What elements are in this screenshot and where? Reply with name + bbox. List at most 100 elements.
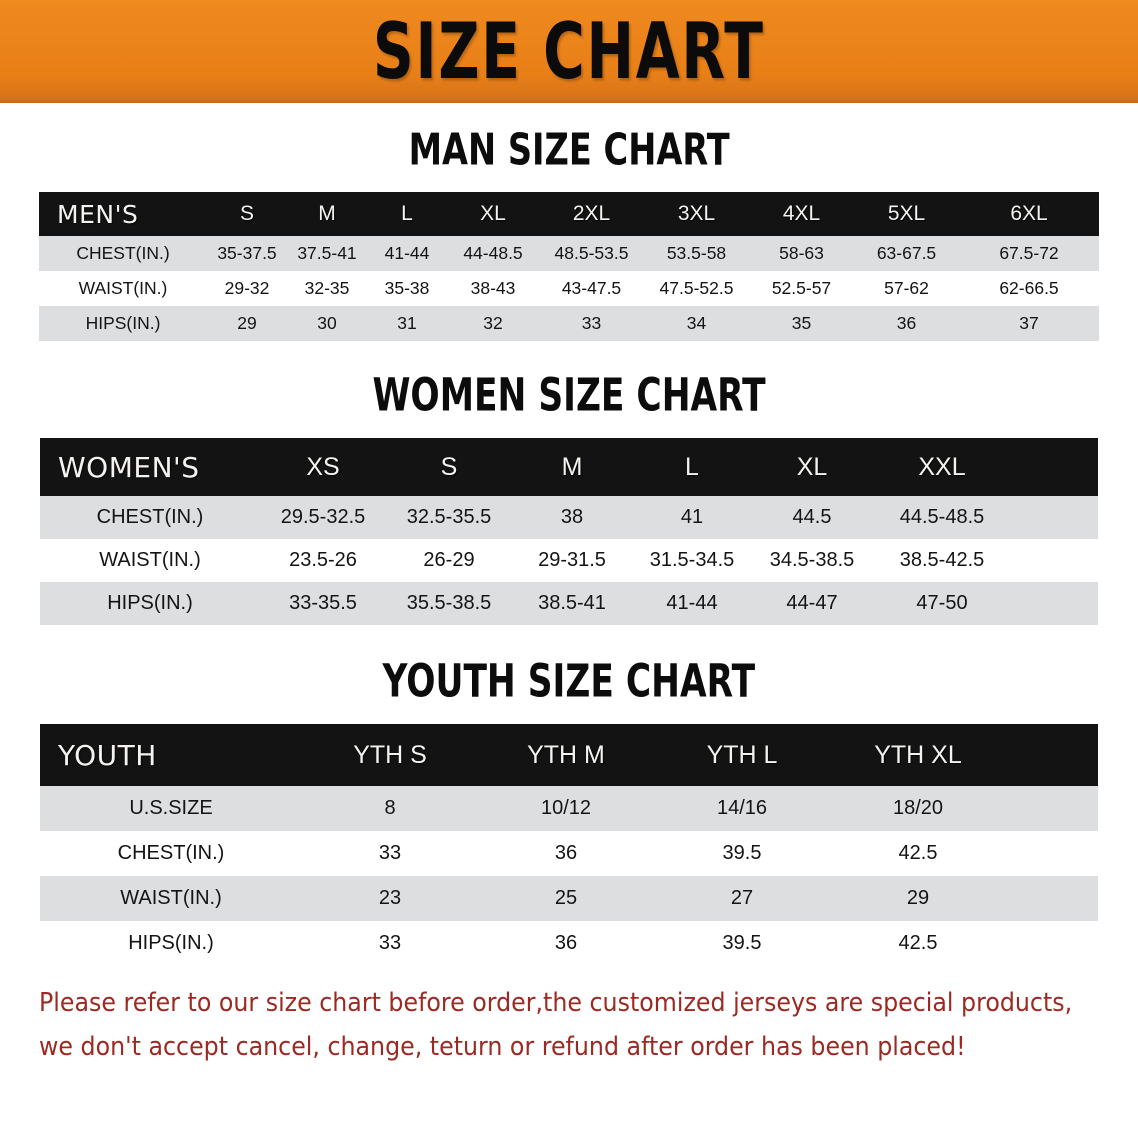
youth-cell-1-3: 42.5 xyxy=(898,842,938,864)
table-row: CHEST(IN.) 35-37.5 37.5-41 41-44 44-48.5 48.5… xyxy=(39,236,1099,271)
man-cell-1-2: 35-38 xyxy=(384,278,430,298)
man-cell-2-6: 35 xyxy=(791,313,812,333)
youth-cell-3-4 xyxy=(1006,921,1098,966)
youth-cell-2-1: 25 xyxy=(554,887,578,909)
youth-cell-2-4 xyxy=(1006,876,1098,921)
man-cell-2-1: 30 xyxy=(317,313,337,333)
women-row-label-0: CHEST(IN.) xyxy=(96,506,204,528)
man-cell-2-5: 34 xyxy=(686,313,707,333)
order-policy-note: Please refer to our size chart before or… xyxy=(39,982,1099,1070)
size-chart-banner: SIZE CHART xyxy=(0,0,1138,103)
youth-cell-2-0: 23 xyxy=(378,887,402,909)
youth-cell-3-0: 33 xyxy=(378,932,402,954)
youth-cell-0-2: 14/16 xyxy=(716,797,768,819)
man-cell-0-6: 58-63 xyxy=(779,243,824,263)
women-size-table-body: WOMEN'S XS S M L XL XXL CHEST(IN.) 29.5-32.5 32.5… xyxy=(40,438,1098,625)
youth-cell-3-3: 42.5 xyxy=(898,932,938,954)
youth-cell-0-3: 18/20 xyxy=(892,797,944,819)
man-cell-2-3: 32 xyxy=(483,313,503,333)
women-cell-1-3: 31.5-34.5 xyxy=(649,549,735,571)
man-cell-1-8: 62-66.5 xyxy=(999,278,1059,298)
man-row-label-0: CHEST(IN.) xyxy=(76,243,170,263)
women-column-header-4: XL xyxy=(796,452,828,481)
man-cell-1-3: 38-43 xyxy=(470,278,516,298)
youth-column-header-1: YTH M xyxy=(527,740,605,769)
women-cell-0-6 xyxy=(1012,496,1098,539)
man-section-heading-text: MAN SIZE CHART xyxy=(408,124,730,176)
women-cell-0-5: 44.5-48.5 xyxy=(899,506,985,528)
youth-cell-0-4 xyxy=(1006,786,1098,831)
women-cell-0-3: 41 xyxy=(680,506,704,528)
man-column-header-3: XL xyxy=(480,202,506,225)
man-table-corner-label: MEN'S xyxy=(57,199,139,229)
man-cell-1-5: 47.5-52.5 xyxy=(659,278,734,298)
youth-cell-3-1: 36 xyxy=(554,932,578,954)
youth-cell-0-1: 10/12 xyxy=(540,797,592,819)
man-cell-0-0: 35-37.5 xyxy=(217,243,277,263)
women-cell-0-1: 32.5-35.5 xyxy=(406,506,492,528)
man-cell-1-0: 29-32 xyxy=(224,278,270,298)
man-cell-2-0: 29 xyxy=(237,313,257,333)
youth-row-label-0: U.S.SIZE xyxy=(129,797,213,819)
youth-section-heading-text: YOUTH SIZE CHART xyxy=(382,654,756,708)
table-row: CHEST(IN.) 33 36 39.5 42.5 xyxy=(40,831,1098,876)
women-cell-2-2: 38.5-41 xyxy=(538,592,606,614)
man-size-table-body: MEN'S S M L XL 2XL 3XL 4XL 5XL 6XL CHEST(IN.) 35-37… xyxy=(39,192,1099,341)
man-column-header-0: S xyxy=(239,202,254,225)
man-size-table: MEN'S S M L XL 2XL 3XL 4XL 5XL 6XL CHEST(IN.) 35-37… xyxy=(39,192,1099,341)
women-column-header-5: XXL xyxy=(918,452,966,481)
man-cell-1-7: 57-62 xyxy=(884,278,929,298)
youth-row-label-3: HIPS(IN.) xyxy=(128,932,214,954)
man-column-header-4: 2XL xyxy=(572,202,611,225)
man-cell-2-4: 33 xyxy=(581,313,602,333)
youth-size-table: YOUTH YTH S YTH M YTH L YTH XL U.S.SIZE 8 10/12… xyxy=(40,724,1098,966)
man-column-header-5: 3XL xyxy=(677,202,716,225)
youth-size-table-body: YOUTH YTH S YTH M YTH L YTH XL U.S.SIZE 8 10/12… xyxy=(40,724,1098,966)
man-cell-0-5: 53.5-58 xyxy=(666,243,727,263)
man-cell-2-7: 36 xyxy=(896,313,917,333)
women-column-header-1: S xyxy=(440,452,458,481)
table-row: HIPS(IN.) 33 36 39.5 42.5 xyxy=(40,921,1098,966)
man-cell-2-2: 31 xyxy=(397,313,417,333)
women-section-heading: WOMEN SIZE CHART xyxy=(0,372,1138,417)
women-cell-1-6 xyxy=(1012,539,1098,582)
youth-row-label-2: WAIST(IN.) xyxy=(120,887,222,909)
man-cell-0-2: 41-44 xyxy=(384,243,430,263)
women-cell-1-0: 23.5-26 xyxy=(289,549,357,571)
page-title: SIZE CHART xyxy=(373,5,765,97)
youth-cell-2-2: 27 xyxy=(730,887,754,909)
table-row: WAIST(IN.) 29-32 32-35 35-38 38-43 43-47.5 47.… xyxy=(39,271,1099,306)
order-policy-note-line-2: we don't accept cancel, change, teturn o… xyxy=(39,1031,966,1062)
women-cell-2-3: 41-44 xyxy=(666,592,718,614)
man-table-header-row: MEN'S S M L XL 2XL 3XL 4XL 5XL 6XL xyxy=(39,192,1099,236)
man-row-label-2: HIPS(IN.) xyxy=(85,313,161,333)
youth-table-header-row: YOUTH YTH S YTH M YTH L YTH XL xyxy=(40,724,1098,786)
youth-column-header-4 xyxy=(1006,724,1098,786)
youth-cell-2-3: 29 xyxy=(906,887,930,909)
man-column-header-8: 6XL xyxy=(1010,202,1048,225)
women-column-header-2: M xyxy=(561,452,583,481)
table-row: U.S.SIZE 8 10/12 14/16 18/20 xyxy=(40,786,1098,831)
women-column-header-0: XS xyxy=(306,452,340,481)
man-column-header-6: 4XL xyxy=(782,202,821,225)
women-size-table: WOMEN'S XS S M L XL XXL CHEST(IN.) 29.5-32.5 32.5… xyxy=(40,438,1098,625)
table-row: CHEST(IN.) 29.5-32.5 32.5-35.5 38 41 44.5 44.5… xyxy=(40,496,1098,539)
women-cell-0-2: 38 xyxy=(560,506,584,528)
youth-table-corner-label: YOUTH xyxy=(58,738,157,772)
youth-cell-1-2: 39.5 xyxy=(722,842,762,864)
youth-section-heading: YOUTH SIZE CHART xyxy=(0,654,1138,708)
man-cell-2-8: 37 xyxy=(1019,313,1039,333)
table-row: HIPS(IN.) 29 30 31 32 33 34 35 36 37 xyxy=(39,306,1099,341)
youth-cell-1-1: 36 xyxy=(554,842,578,864)
women-column-header-6 xyxy=(1012,438,1098,496)
women-cell-2-0: 33-35.5 xyxy=(289,592,357,614)
women-cell-1-4: 34.5-38.5 xyxy=(769,549,855,571)
man-column-header-7: 5XL xyxy=(887,202,926,225)
youth-row-label-1: CHEST(IN.) xyxy=(117,842,225,864)
man-row-label-1: WAIST(IN.) xyxy=(78,278,168,298)
man-cell-0-3: 44-48.5 xyxy=(463,243,523,263)
order-policy-note-line-1: Please refer to our size chart before or… xyxy=(39,988,1073,1018)
youth-column-header-2: YTH L xyxy=(706,740,778,769)
youth-cell-1-4 xyxy=(1006,831,1098,876)
women-cell-2-6 xyxy=(1012,582,1098,625)
